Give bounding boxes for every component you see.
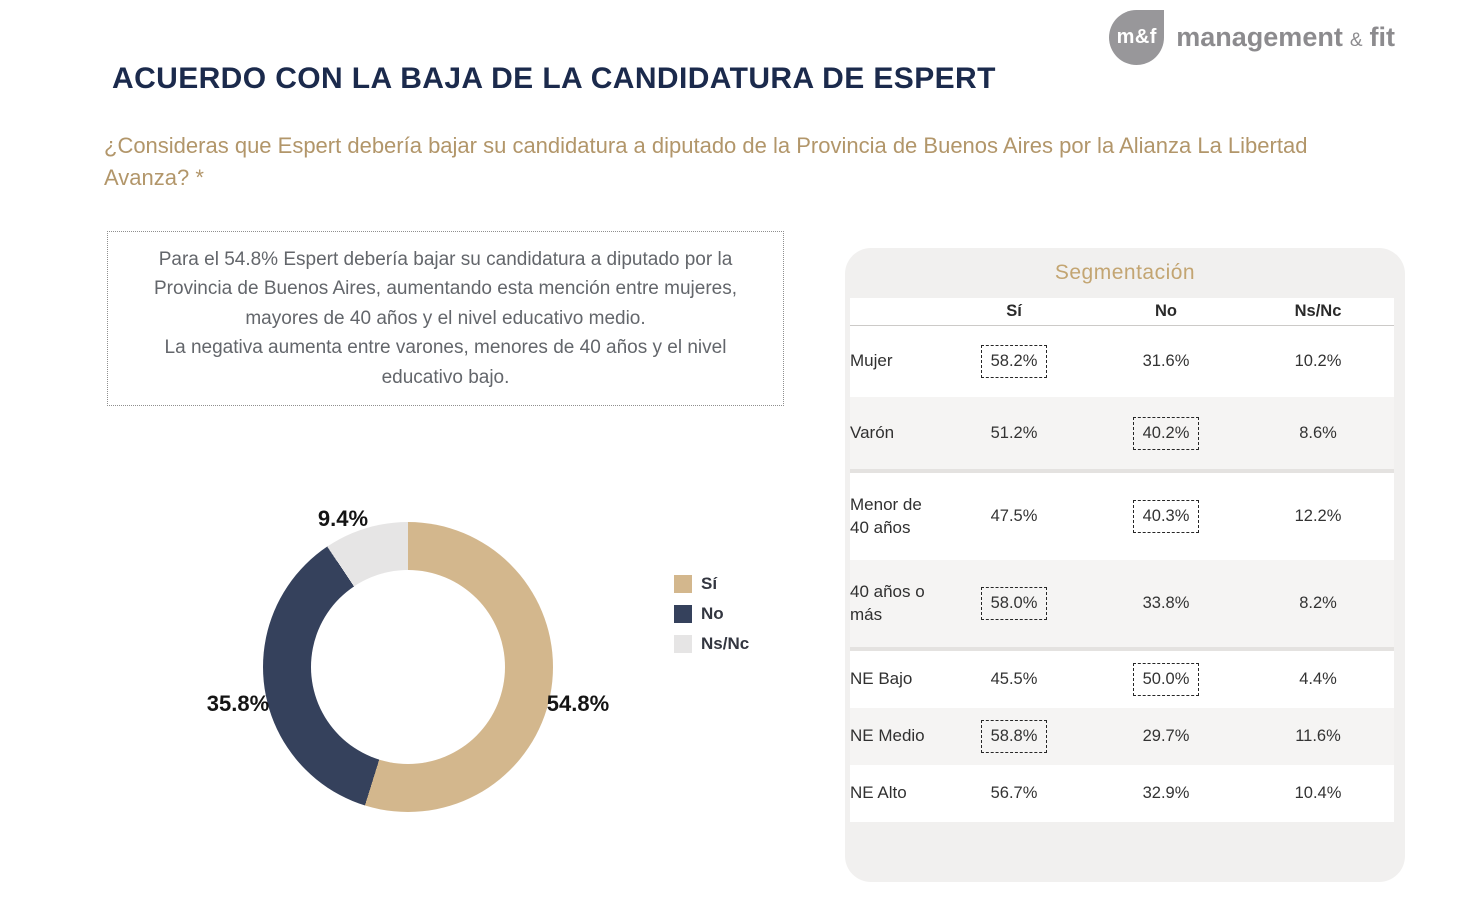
brand-ampersand: & xyxy=(1349,30,1363,51)
brand-name-part1: management xyxy=(1176,22,1343,52)
brand-logo: m&f management & fit xyxy=(1109,10,1395,65)
table-row-ne-bajo: NE Bajo 45.5% 50.0% 4.4% xyxy=(850,651,1394,708)
cell-value: 8.6% xyxy=(1299,423,1337,442)
logo-monogram: m&f xyxy=(1116,26,1157,48)
cell-value: 50.0% xyxy=(1132,663,1200,696)
segmentation-card: Segmentación Sí No Ns/Nc Mujer 58.2% xyxy=(845,248,1405,882)
table-row-40-o-mas: 40 años o más 58.0% 33.8% 8.2% xyxy=(850,560,1394,647)
survey-question: ¿Consideras que Espert debería bajar su … xyxy=(104,133,1308,190)
row-label: Menor de 40 años xyxy=(850,473,938,560)
cell-value: 32.9% xyxy=(1142,784,1190,802)
summary-line-2: La negativa aumenta entre varones, menor… xyxy=(164,337,727,388)
cell-value: 10.2% xyxy=(1294,351,1342,370)
cell-value: 51.2% xyxy=(990,423,1038,442)
row-label: Mujer xyxy=(850,325,938,397)
table-row-ne-medio: NE Medio 58.8% 29.7% 11.6% xyxy=(850,708,1394,765)
cell-value: 12.2% xyxy=(1294,507,1342,525)
mf-droplet-logo-icon: m&f xyxy=(1109,10,1165,65)
table-row-ne-alto: NE Alto 56.7% 32.9% 10.4% xyxy=(850,765,1394,822)
cell-value: 58.2% xyxy=(980,344,1048,378)
cell-value: 8.2% xyxy=(1299,594,1337,612)
legend-swatch-no xyxy=(674,605,692,623)
donut-label-nsnc: 9.4% xyxy=(317,506,369,531)
cell-value: 31.6% xyxy=(1142,351,1190,370)
cell-value: 58.8% xyxy=(980,720,1048,753)
row-label: NE Bajo xyxy=(850,651,938,708)
page-title: ACUERDO CON LA BAJA DE LA CANDIDATURA DE… xyxy=(112,62,996,95)
segmentation-title: Segmentación xyxy=(1054,261,1196,284)
cell-value: 40.2% xyxy=(1132,416,1200,450)
cell-value: 11.6% xyxy=(1295,727,1341,745)
legend-item-nsnc: Ns/Nc xyxy=(674,634,749,654)
group-separator xyxy=(850,469,1394,473)
donut-label-no: 35.8% xyxy=(206,691,270,716)
donut-label-si: 54.8% xyxy=(546,691,610,716)
legend-item-no: No xyxy=(674,604,749,624)
segmentation-table: Sí No Ns/Nc Mujer 58.2% 31.6% 10.2% Varó… xyxy=(850,298,1394,822)
column-header-si: Sí xyxy=(938,298,1090,326)
legend-label-si: Sí xyxy=(701,574,718,593)
donut-chart xyxy=(263,522,553,812)
column-header-nsnc: Ns/Nc xyxy=(1242,298,1394,326)
cell-value: 56.7% xyxy=(990,784,1038,802)
cell-value: 47.5% xyxy=(990,507,1038,525)
legend-label-no: No xyxy=(701,604,724,623)
group-separator xyxy=(850,647,1394,651)
summary-box: Para el 54.8% Espert debería bajar su ca… xyxy=(107,231,784,407)
row-label: NE Medio xyxy=(850,708,938,765)
column-header-empty xyxy=(850,298,938,326)
chart-legend: Sí No Ns/Nc xyxy=(674,574,749,654)
donut-hole xyxy=(311,570,505,764)
cell-value: 29.7% xyxy=(1142,727,1190,745)
table-row-varon: Varón 51.2% 40.2% 8.6% xyxy=(850,397,1394,469)
segmentation-table-area: Sí No Ns/Nc Mujer 58.2% 31.6% 10.2% Varó… xyxy=(850,298,1394,822)
row-label: NE Alto xyxy=(850,765,938,822)
cell-value: 45.5% xyxy=(990,670,1038,688)
legend-swatch-nsnc xyxy=(674,635,692,653)
cell-value: 40.3% xyxy=(1132,500,1200,533)
summary-line-1: Para el 54.8% Espert debería bajar su ca… xyxy=(154,249,737,329)
row-label: 40 años o más xyxy=(850,560,938,647)
cell-value: 10.4% xyxy=(1294,784,1342,802)
legend-item-si: Sí xyxy=(674,574,749,594)
brand-name: management & fit xyxy=(1176,22,1395,53)
cell-value: 33.8% xyxy=(1142,594,1190,612)
brand-name-part2: fit xyxy=(1369,22,1395,52)
cell-value: 58.0% xyxy=(980,587,1048,620)
legend-swatch-si xyxy=(674,575,692,593)
cell-value: 4.4% xyxy=(1299,670,1337,688)
legend-label-nsnc: Ns/Nc xyxy=(701,634,750,653)
column-header-no: No xyxy=(1090,298,1242,326)
table-header-row: Sí No Ns/Nc xyxy=(850,298,1394,326)
row-label: Varón xyxy=(850,397,938,469)
table-row-mujer: Mujer 58.2% 31.6% 10.2% xyxy=(850,325,1394,397)
table-row-menor-40: Menor de 40 años 47.5% 40.3% 12.2% xyxy=(850,473,1394,560)
